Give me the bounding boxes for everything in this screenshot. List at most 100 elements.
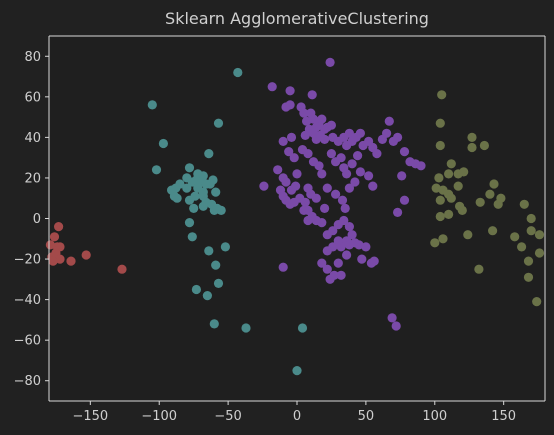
- point-cluster-2-103: [322, 246, 332, 256]
- point-cluster-3-4: [479, 140, 489, 151]
- point-cluster-2-45: [336, 153, 346, 163]
- point-cluster-3-22: [496, 193, 506, 203]
- point-cluster-2-66: [259, 181, 269, 191]
- point-cluster-3-26: [444, 209, 454, 219]
- point-cluster-2-3: [307, 90, 317, 100]
- point-cluster-3-8: [434, 173, 444, 183]
- x-tick-label: −100: [141, 409, 177, 424]
- point-cluster-2-35: [278, 136, 288, 146]
- y-tick-label: 80: [24, 50, 41, 65]
- point-cluster-2-67: [273, 165, 283, 175]
- point-cluster-2-78: [311, 193, 321, 203]
- point-cluster-1-37: [204, 246, 214, 256]
- point-cluster-3-31: [488, 226, 498, 236]
- point-cluster-1-38: [220, 242, 230, 252]
- x-axis-ticks: −150 −100 −50 0 50 100 150: [72, 401, 516, 424]
- point-cluster-2-47: [342, 169, 352, 179]
- point-cluster-3-39: [523, 272, 534, 282]
- point-cluster-2-58: [384, 116, 394, 126]
- point-cluster-0-8: [48, 256, 58, 266]
- point-cluster-3-24: [526, 213, 536, 224]
- point-cluster-2-98: [347, 230, 357, 240]
- point-cluster-2-85: [337, 195, 348, 205]
- point-cluster-0-11: [117, 264, 127, 274]
- point-cluster-1-42: [202, 291, 212, 301]
- point-cluster-2-49: [353, 151, 363, 161]
- y-tick-label: 40: [24, 131, 41, 146]
- point-cluster-2-82: [291, 181, 301, 191]
- x-tick-label: −50: [214, 409, 241, 424]
- point-cluster-2-96: [339, 215, 349, 226]
- point-cluster-3-33: [526, 226, 536, 236]
- point-cluster-2-80: [292, 169, 302, 179]
- x-tick-label: −150: [72, 409, 108, 424]
- point-cluster-2-0: [325, 57, 335, 67]
- point-cluster-2-69: [281, 177, 291, 187]
- y-tick-label: −60: [14, 334, 41, 349]
- point-cluster-3-1: [435, 118, 445, 128]
- point-cluster-1-26: [190, 191, 200, 201]
- point-cluster-1-32: [209, 205, 219, 215]
- point-cluster-3-14: [453, 181, 463, 191]
- point-cluster-3-30: [463, 230, 473, 240]
- point-cluster-2-108: [342, 250, 352, 260]
- point-cluster-2-36: [284, 147, 294, 157]
- point-cluster-3-15: [489, 179, 499, 189]
- point-cluster-1-39: [211, 260, 221, 270]
- point-cluster-1-5: [151, 165, 162, 175]
- point-cluster-1-3: [213, 118, 224, 128]
- point-cluster-1-46: [292, 366, 302, 376]
- point-cluster-2-114: [366, 258, 376, 268]
- point-cluster-2-117: [325, 274, 335, 284]
- point-cluster-2-101: [333, 236, 343, 246]
- point-cluster-2-42: [317, 169, 327, 179]
- y-tick-label: −20: [14, 253, 41, 268]
- point-cluster-3-6: [446, 159, 456, 169]
- point-cluster-0-7: [55, 254, 65, 264]
- point-cluster-1-0: [147, 100, 157, 110]
- x-tick-label: 150: [491, 409, 516, 424]
- point-cluster-2-48: [347, 159, 357, 169]
- point-cluster-2-1: [267, 82, 277, 92]
- point-cluster-2-112: [361, 242, 371, 252]
- point-cluster-3-32: [510, 232, 520, 242]
- point-cluster-2-60: [393, 132, 403, 142]
- point-cluster-3-0: [437, 90, 447, 100]
- point-cluster-3-29: [430, 238, 440, 248]
- point-cluster-1-15: [208, 175, 218, 185]
- point-cluster-1-44: [241, 323, 251, 333]
- point-cluster-3-3: [467, 132, 477, 142]
- point-cluster-2-13: [317, 114, 327, 124]
- point-cluster-1-36: [187, 232, 197, 242]
- point-cluster-2-86: [340, 203, 350, 213]
- point-cluster-3-23: [519, 199, 529, 209]
- point-cluster-0-0: [54, 222, 64, 232]
- point-cluster-3-17: [435, 195, 445, 205]
- point-cluster-2-16: [326, 120, 336, 130]
- point-cluster-2-65: [397, 171, 407, 181]
- point-cluster-3-16: [446, 193, 456, 203]
- point-cluster-2-120: [393, 207, 403, 217]
- point-cluster-0-10: [81, 250, 91, 260]
- point-cluster-2-122: [387, 313, 397, 323]
- point-cluster-1-35: [184, 218, 195, 228]
- point-cluster-2-18: [300, 130, 310, 140]
- point-cluster-3-37: [523, 256, 534, 266]
- point-cluster-3-2: [435, 140, 445, 151]
- point-cluster-3-38: [474, 264, 484, 274]
- point-cluster-2-84: [331, 189, 341, 199]
- point-cluster-2-116: [336, 270, 346, 280]
- point-cluster-3-25: [435, 211, 445, 222]
- y-tick-label: 0: [33, 212, 41, 227]
- point-cluster-3-35: [534, 248, 545, 258]
- point-cluster-2-9: [302, 116, 312, 126]
- point-cluster-1-4: [204, 149, 214, 159]
- x-tick-label: 50: [358, 409, 375, 424]
- point-cluster-2-22: [320, 134, 330, 144]
- y-tick-label: −80: [14, 374, 41, 389]
- point-cluster-3-10: [459, 167, 469, 177]
- point-cluster-2-105: [322, 264, 332, 274]
- axes-background: [49, 36, 545, 401]
- x-tick-label: 100: [422, 409, 447, 424]
- point-cluster-2-121: [399, 195, 410, 205]
